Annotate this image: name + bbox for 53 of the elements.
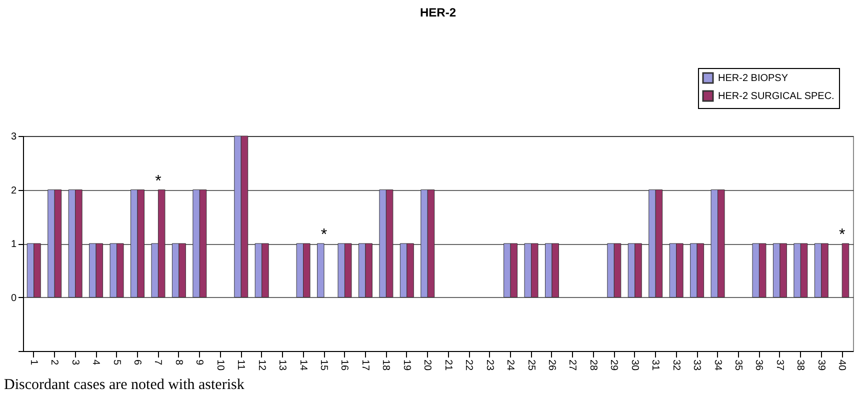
x-tick-label: 13 — [276, 360, 288, 372]
x-tick-label: 34 — [712, 360, 723, 372]
x-tick-label: 8 — [172, 360, 184, 366]
x-tick-label: 14 — [297, 360, 308, 372]
x-tick-label: 21 — [442, 360, 454, 372]
y-tick-label: 1 — [10, 239, 17, 250]
bar — [317, 243, 324, 298]
legend-label: HER-2 BIOPSY — [718, 73, 788, 84]
x-tick-label: 3 — [69, 360, 80, 366]
x-tick-label: 1 — [28, 360, 39, 366]
x-tick-label: 28 — [587, 360, 598, 372]
x-tick-label: 31 — [650, 360, 661, 372]
x-tick-label: 2 — [48, 360, 60, 366]
y-tick-label: 2 — [10, 185, 17, 196]
annotation: * — [155, 172, 162, 190]
x-tick-label: 35 — [732, 360, 744, 372]
text: Discordant cases are noted with asterisk — [4, 377, 246, 394]
x-tick-label: 9 — [194, 360, 205, 366]
x-tick-label: 15 — [318, 360, 330, 372]
x-tick-label: 33 — [691, 360, 702, 372]
x-tick-label: 12 — [256, 360, 267, 372]
x-tick-label: 19 — [400, 360, 412, 372]
x-tick-label: 4 — [90, 360, 102, 366]
chart-title: HER-2 — [420, 6, 456, 20]
x-tick-label: 27 — [566, 360, 578, 372]
x-tick-label: 40 — [836, 360, 848, 372]
x-tick-label: 16 — [338, 360, 350, 372]
x-tick-label: 23 — [484, 360, 495, 372]
x-tick-label: 38 — [794, 360, 806, 372]
x-tick-label: 22 — [463, 360, 474, 372]
annotation: * — [839, 226, 846, 244]
x-tick-label: 29 — [608, 360, 620, 372]
x-tick-label: 17 — [359, 360, 370, 372]
x-tick-label: 18 — [380, 360, 392, 372]
x-tick-label: 37 — [774, 360, 785, 372]
x-tick-label: 5 — [110, 360, 122, 366]
x-tick-label: 26 — [546, 360, 557, 372]
x-tick-label: 10 — [214, 360, 226, 372]
legend-label: HER-2 SURGICAL SPEC. — [718, 91, 834, 102]
y-tick-label: 0 — [10, 292, 17, 304]
x-tick-label: 7 — [152, 360, 164, 366]
x-tick-label: 39 — [815, 360, 826, 372]
x-tick-label: 20 — [422, 360, 433, 372]
y-tick-label: 3 — [10, 132, 17, 142]
x-tick-label: 11 — [235, 360, 246, 370]
x-tick-label: 24 — [504, 360, 516, 372]
x-tick-label: 25 — [525, 360, 536, 372]
x-tick-label: 6 — [132, 360, 142, 366]
x-tick-label: 36 — [753, 360, 764, 372]
bar — [842, 243, 850, 298]
x-tick-label: 30 — [628, 360, 640, 372]
x-tick-label: 32 — [670, 360, 682, 372]
annotation: * — [320, 226, 328, 244]
